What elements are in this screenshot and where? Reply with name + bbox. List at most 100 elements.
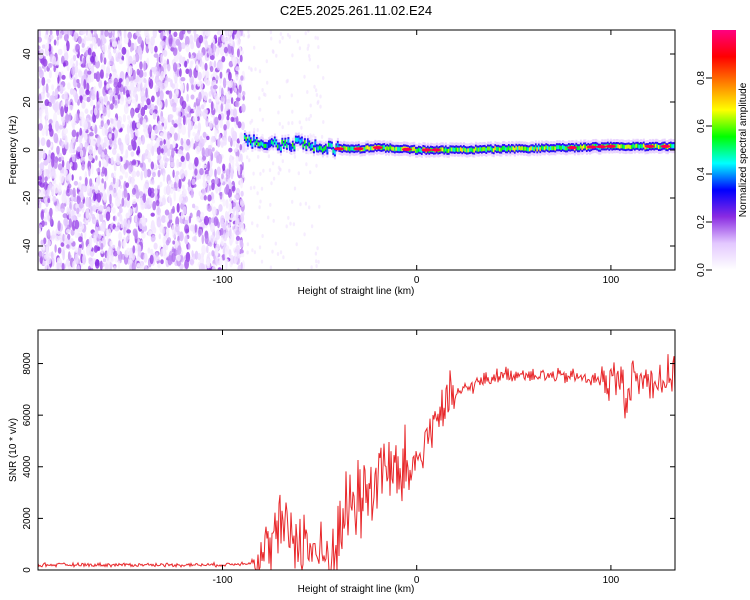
noise-speckle — [187, 105, 191, 113]
noise-speckle — [218, 134, 222, 140]
noise-speckle — [227, 211, 230, 222]
noise-speckle — [214, 116, 219, 126]
noise-speckle — [192, 224, 195, 234]
faint-speckle — [282, 255, 285, 260]
noise-speckle — [79, 176, 82, 181]
faint-speckle — [267, 215, 270, 220]
faint-speckle — [276, 252, 280, 256]
noise-speckle — [201, 244, 207, 255]
noise-speckle — [195, 60, 199, 71]
noise-speckle — [45, 110, 49, 120]
noise-speckle — [239, 239, 244, 249]
noise-speckle — [197, 252, 201, 261]
noise-speckle — [81, 254, 87, 265]
faint-speckle — [291, 121, 294, 125]
faint-speckle — [299, 202, 302, 207]
faint-speckle — [291, 109, 294, 114]
noise-speckle — [172, 140, 176, 149]
noise-speckle — [42, 58, 48, 67]
noise-speckle — [185, 152, 190, 162]
noise-speckle — [116, 119, 122, 130]
noise-speckle — [165, 37, 169, 46]
faint-speckle — [314, 251, 318, 256]
noise-speckle — [150, 212, 155, 217]
noise-speckle — [165, 98, 168, 108]
noise-speckle — [133, 42, 137, 51]
noise-speckle — [220, 237, 224, 247]
noise-speckle — [172, 205, 175, 214]
noise-speckle — [136, 149, 140, 156]
noise-speckle — [54, 88, 59, 99]
noise-speckle — [163, 139, 166, 145]
noise-speckle — [231, 130, 237, 141]
noise-speckle — [95, 182, 99, 188]
faint-speckle — [250, 67, 253, 72]
noise-speckle — [88, 135, 94, 146]
noise-speckle — [203, 101, 207, 107]
noise-speckle — [182, 206, 187, 215]
noise-speckle — [126, 115, 131, 121]
noise-speckle — [61, 74, 66, 80]
noise-speckle — [125, 97, 129, 108]
noise-speckle — [177, 230, 181, 236]
faint-speckle — [270, 36, 273, 41]
noise-speckle — [96, 168, 101, 172]
noise-speckle — [211, 206, 217, 216]
ridge-peak — [567, 146, 578, 150]
x-tick-label: 100 — [603, 575, 620, 586]
noise-speckle — [218, 59, 223, 70]
noise-speckle — [50, 251, 54, 260]
noise-speckle — [135, 189, 140, 199]
noise-speckle — [50, 171, 56, 179]
noise-speckle — [119, 59, 124, 65]
faint-speckle — [322, 120, 325, 124]
noise-speckle — [92, 36, 97, 46]
noise-speckle — [157, 184, 161, 190]
spectrogram-panel: -100 0 100 -40 -20 0 20 40 Height of straight l… — [8, 29, 676, 297]
noise-speckle — [51, 84, 54, 91]
noise-speckle — [66, 244, 70, 249]
noise-speckle — [146, 143, 151, 151]
ridge-peak — [372, 146, 383, 150]
faint-speckle — [308, 54, 311, 58]
noise-speckle — [70, 238, 74, 243]
noise-speckle — [79, 95, 83, 104]
noise-speckle — [188, 162, 194, 171]
noise-speckle — [38, 109, 43, 120]
noise-speckle — [108, 133, 112, 140]
noise-speckle — [232, 32, 235, 40]
noise-speckle — [179, 55, 183, 64]
noise-speckle — [87, 47, 92, 56]
colorbar: 0.0 0.2 0.4 0.6 0.8 Normalized spectral ampl… — [696, 30, 749, 277]
faint-speckle — [291, 53, 294, 58]
noise-speckle — [175, 89, 179, 98]
y-tick-label: 0 — [22, 567, 33, 573]
noise-speckle — [208, 98, 212, 103]
faint-speckle — [260, 186, 264, 191]
faint-speckle — [316, 246, 319, 251]
noise-speckle — [81, 163, 85, 171]
noise-speckle — [146, 98, 151, 106]
noise-speckle — [44, 124, 49, 131]
noise-speckle — [211, 266, 216, 270]
noise-speckle — [156, 81, 162, 87]
faint-speckle — [261, 88, 264, 92]
colorbar-tick-label: 0.4 — [696, 167, 707, 181]
noise-speckle — [192, 203, 196, 209]
noise-speckle — [122, 240, 126, 248]
noise-speckle — [72, 54, 77, 62]
noise-speckle — [193, 106, 196, 113]
noise-speckle — [164, 157, 170, 162]
noise-speckle — [85, 208, 90, 219]
noise-speckle — [195, 145, 201, 155]
faint-speckle — [274, 241, 277, 246]
noise-speckle — [239, 177, 244, 189]
noise-speckle — [181, 200, 186, 205]
noise-speckle — [44, 51, 50, 56]
ridge-peak — [353, 147, 364, 151]
noise-speckle — [224, 251, 228, 261]
faint-speckle — [285, 224, 288, 229]
noise-speckle — [87, 70, 92, 75]
noise-speckle — [221, 55, 226, 63]
figure-title: C2E5.2025.261.11.02.E24 — [280, 3, 432, 18]
